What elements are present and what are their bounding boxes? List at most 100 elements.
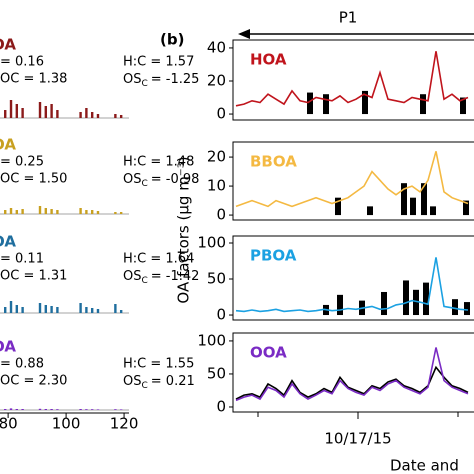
spectrum-bar — [9, 408, 13, 410]
measured-bar — [401, 183, 407, 216]
y-tick-label: 50 — [207, 364, 226, 382]
osc-value: OSC = -0.98 — [123, 172, 199, 189]
omoc-ratio: OC = 1.38 — [0, 72, 67, 87]
x-axis-label: Date and — [390, 457, 459, 474]
spectrum-bar — [21, 409, 24, 410]
spectrum-bar — [96, 409, 100, 410]
measured-bar — [337, 294, 343, 316]
y-tick-label: 50 — [207, 270, 226, 288]
y-tick-label: 0 — [216, 105, 226, 123]
spectrum-bar — [4, 210, 7, 214]
spectrum-bar — [9, 208, 13, 214]
hc-ratio: H:C = 1.64 — [123, 252, 194, 267]
spectrum-bar — [4, 307, 7, 313]
measured-bar — [403, 280, 409, 316]
spectrum-bar — [44, 409, 48, 410]
osc-number: = -1.42 — [151, 269, 200, 284]
measured-bar — [423, 282, 429, 316]
spectrum-bar — [56, 110, 59, 118]
spectrum-bar — [114, 114, 117, 118]
factor-line — [235, 257, 469, 313]
spectrum-bar — [44, 106, 48, 118]
osc-value: OSC = 0.21 — [123, 374, 195, 391]
spectrum-bar — [114, 409, 117, 410]
spectrum-bar — [21, 108, 24, 118]
y-tick-label: 100 — [197, 331, 226, 349]
measured-bar — [420, 94, 426, 115]
y-tick-label: 0 — [216, 397, 226, 415]
y-tick-label: 0 — [216, 306, 226, 324]
spectrum-bar — [44, 208, 48, 214]
measured-bar — [460, 97, 466, 115]
measured-bar — [362, 90, 368, 115]
osc-symbol: OS — [123, 269, 141, 284]
y-tick-label: 20 — [207, 71, 226, 89]
measured-bar — [381, 291, 387, 316]
osc-subscript: C — [141, 381, 147, 391]
y-tick-label: 10 — [207, 177, 226, 195]
hc-ratio: H:C = 1.48 — [123, 155, 194, 170]
factor-label: OOA — [250, 344, 287, 362]
hc-ratio: H:C = 1.57 — [123, 55, 194, 70]
osc-number: = -1.25 — [151, 72, 200, 87]
spectrum-bar — [114, 304, 117, 313]
spectrum-bar — [90, 210, 94, 214]
spectrum-bar — [4, 110, 7, 118]
factor-name: OA — [0, 136, 16, 154]
spectrum-bar — [96, 114, 100, 118]
panel-frame — [232, 332, 474, 413]
osc-symbol: OS — [123, 374, 141, 389]
measured-bar — [323, 94, 329, 115]
spectrum-bar — [38, 206, 42, 214]
x-tick-label: 120 — [110, 415, 139, 433]
measured-bar — [430, 206, 436, 216]
factor-line — [235, 347, 469, 402]
spectrum-bar — [9, 100, 13, 118]
measured-bar — [410, 197, 416, 216]
spectrum-bar — [90, 308, 94, 313]
spectrum-bar — [56, 307, 59, 313]
spectrum-bar — [85, 210, 88, 214]
factor-name: OA — [0, 36, 16, 54]
oc-ratio: = 0.88 — [0, 357, 44, 372]
osc-subscript: C — [141, 276, 147, 286]
spectrum-bar — [38, 303, 42, 313]
spectrum-bar — [44, 305, 48, 313]
spectrum-bar — [15, 104, 19, 118]
spectrum-bar — [96, 309, 100, 313]
spectrum-bar — [38, 102, 42, 118]
measured-bar — [335, 197, 341, 216]
factor-line — [235, 51, 469, 107]
spectrum-bar — [79, 208, 82, 214]
measured-bar — [413, 289, 419, 316]
spectrum-bar — [56, 409, 59, 410]
spectrum-bar — [79, 303, 82, 313]
spectrum-bar — [79, 409, 82, 410]
factor-label: HOA — [250, 51, 287, 69]
spectrum-bar — [4, 409, 7, 410]
osc-subscript: C — [141, 79, 147, 89]
spectrum-bar — [85, 409, 88, 410]
x-tick-label: 100 — [52, 415, 81, 433]
measured-bar — [452, 299, 458, 316]
osc-symbol: OS — [123, 72, 141, 87]
spectrum-bar — [38, 408, 42, 410]
spectrum-bar — [119, 115, 123, 118]
factor-line — [235, 365, 469, 400]
osc-value: OSC = -1.42 — [123, 269, 199, 286]
measured-bar — [307, 92, 313, 115]
spectrum-bar — [21, 307, 24, 313]
spectrum-bar — [50, 409, 53, 410]
osc-symbol: OS — [123, 172, 141, 187]
y-tick-label: 0 — [216, 206, 226, 224]
spectrum-bar — [85, 307, 88, 313]
oc-ratio: = 0.16 — [0, 55, 44, 70]
y-tick-label: 20 — [207, 148, 226, 166]
panel-frame — [232, 141, 474, 221]
x-tick-label: 10/17/15 — [324, 430, 391, 448]
omoc-ratio: OC = 1.50 — [0, 172, 67, 187]
measured-bar — [367, 206, 373, 216]
omoc-ratio: OC = 1.31 — [0, 269, 67, 284]
factor-name: OA — [0, 233, 16, 251]
